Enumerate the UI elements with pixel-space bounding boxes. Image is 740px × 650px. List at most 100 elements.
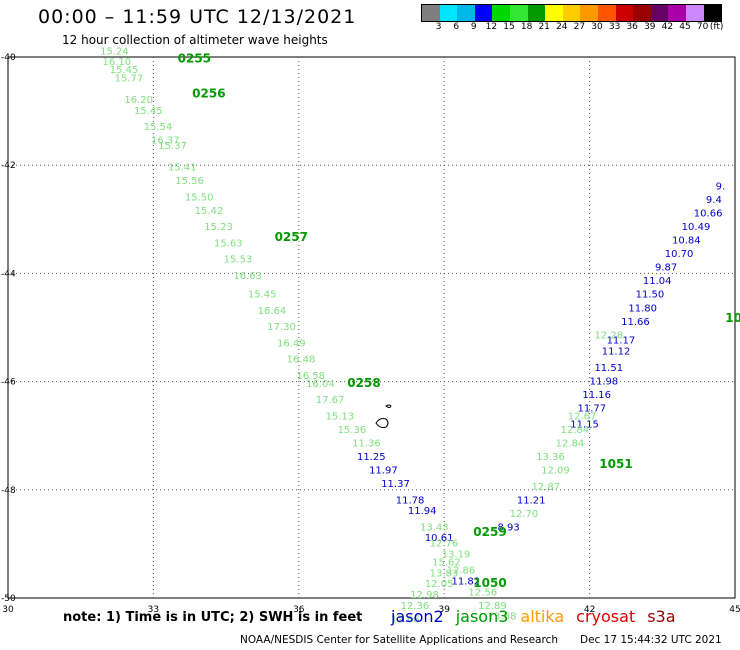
wave-height-value: 12.05 (425, 579, 454, 590)
wave-height-value: 15.37 (158, 141, 187, 152)
pass-time-label: 0257 (275, 230, 308, 244)
wave-height-value: 13.36 (536, 452, 565, 463)
colorbar-tick-label: 27 (573, 22, 586, 32)
wave-height-value: 11.25 (357, 452, 386, 463)
wave-height-value: 16.63 (233, 271, 262, 282)
wave-height-value: 17.30 (267, 322, 296, 333)
lat-tick-label: -42 (1, 161, 16, 171)
wave-height-value: 17.67 (316, 395, 345, 406)
colorbar-unit-label: (ft) (709, 22, 724, 32)
lat-tick-label: -48 (1, 486, 16, 496)
colorbar-tick-label: 3 (435, 22, 442, 32)
wave-height-value: 12.28 (594, 330, 623, 341)
colorbar-labels: 3 6 9 12 15 18 21 24 27 30 33 36 39 42 45 70 (ft) (421, 22, 740, 34)
lat-tick-label: -46 (1, 378, 16, 388)
colorbar-swatch (527, 5, 546, 21)
wave-height-value: 15.54 (144, 122, 173, 133)
colorbar-swatch (492, 5, 510, 21)
wave-height-value: 11.82 (451, 576, 480, 587)
wave-height-value: 13.83 (430, 568, 459, 579)
pass-time-label: 0259 (473, 525, 506, 539)
wave-height-value: 15.50 (185, 192, 214, 203)
credit-line: NOAA/NESDIS Center for Satellite Applica… (240, 634, 558, 646)
colorbar-swatch (650, 5, 669, 21)
wave-height-value: 9. (716, 182, 726, 193)
pass-time-label: 1051 (599, 457, 632, 471)
page-subtitle: 12 hour collection of altimeter wave hei… (62, 33, 328, 47)
wave-height-value: 11.66 (621, 317, 650, 328)
colorbar-swatch (545, 5, 563, 21)
colorbar-swatch (474, 5, 493, 21)
colorbar-swatch (668, 5, 686, 21)
colorbar-tick-label: 21 (538, 22, 550, 32)
wave-height-value: 11.12 (602, 347, 631, 358)
wave-height-value: 15.36 (338, 425, 367, 436)
wave-height-value: 12.89 (478, 601, 507, 612)
wave-height-tracks: 15.2416.1015.4515.7716.2015.4515.5416.37… (100, 46, 725, 625)
lon-tick-label: 39 (438, 605, 450, 615)
wave-height-value: 12.66 (391, 614, 420, 625)
pass-time-label: 0255 (178, 51, 211, 65)
lon-tick-label: 33 (148, 605, 159, 615)
colorbar-tick-label: 18 (520, 22, 533, 32)
colorbar-swatch (439, 5, 458, 21)
wave-height-value: 11.51 (594, 363, 623, 374)
colorbar-swatch (615, 5, 634, 21)
wave-height-value: 16.48 (287, 355, 316, 366)
wave-height-value: 11.17 (607, 336, 636, 347)
wave-height-value: 13.88 (488, 612, 517, 623)
colorbar-tick-label: 9 (470, 22, 477, 32)
wave-height-value: 10.66 (694, 209, 723, 220)
legend-altika: altika (520, 607, 565, 626)
wave-height-value: 16.49 (277, 338, 306, 349)
wave-height-value: 15.62 (432, 558, 461, 569)
colorbar-tick-label: 36 (626, 22, 638, 32)
wave-height-colorbar (421, 4, 723, 22)
wave-height-value: 15.63 (214, 238, 243, 249)
wave-height-value: 15.24 (100, 46, 129, 57)
wave-height-value: 12.56 (468, 587, 497, 598)
wave-height-value: 11.36 (352, 439, 381, 450)
pass-time-label: 0256 (192, 87, 225, 101)
legend-s3a: s3a (647, 607, 676, 626)
wave-height-value: 15.45 (110, 65, 139, 76)
colorbar-tick-label: 30 (591, 22, 603, 32)
wave-height-value: 11.77 (577, 403, 606, 414)
wave-height-value: 13.19 (442, 549, 471, 560)
colorbar-swatch (509, 5, 528, 21)
colorbar-tick-label: 42 (661, 22, 674, 32)
island-outline (375, 404, 392, 428)
wave-height-value: 15.56 (175, 176, 204, 187)
colorbar-tick-label: 45 (679, 22, 691, 32)
colorbar-swatch (633, 5, 651, 21)
colorbar-swatch (685, 5, 704, 21)
wave-height-value: 13.43 (420, 522, 449, 533)
wave-height-value: 12.84 (561, 425, 590, 436)
colorbar-swatch (562, 5, 581, 21)
colorbar-tick-label: 70 (696, 22, 709, 32)
generation-timestamp: Dec 17 15:44:32 UTC 2021 (580, 634, 722, 646)
wave-height-value: 16.04 (306, 379, 335, 390)
wave-height-value: 11.37 (381, 479, 410, 490)
legend-jason3: jason3 (455, 607, 509, 626)
wave-height-value: 15.53 (224, 255, 253, 266)
colorbar-tick-label: 33 (608, 22, 621, 32)
satellite-legend: jason2 jason3 altika cryosat s3a (391, 607, 688, 626)
pass-time-labels: 0255 0256 0257 0258 0259 1050 1051 1052 (178, 51, 740, 590)
lat-tick-label: -44 (1, 269, 16, 279)
colorbar-tick-label: 15 (503, 22, 515, 32)
wave-height-value: 15.41 (168, 163, 197, 174)
map-axis-labels: 30 33 36 39 42 45 -40 -42 -44 -46 -48 -50 (1, 53, 740, 615)
wave-height-value: 15.23 (204, 222, 233, 233)
lon-tick-label: 30 (2, 605, 14, 615)
wave-height-value: 10.84 (672, 236, 701, 247)
wave-height-value: 11.98 (590, 376, 619, 387)
wave-height-value: 16.10 (103, 57, 132, 68)
wave-height-value: 11.15 (570, 420, 599, 431)
colorbar-swatch (580, 5, 598, 21)
wave-height-value: 11.78 (396, 495, 425, 506)
wave-height-value: 15.13 (325, 411, 354, 422)
wave-height-value: 11.97 (369, 466, 398, 477)
wave-height-value: 12.09 (541, 466, 570, 477)
